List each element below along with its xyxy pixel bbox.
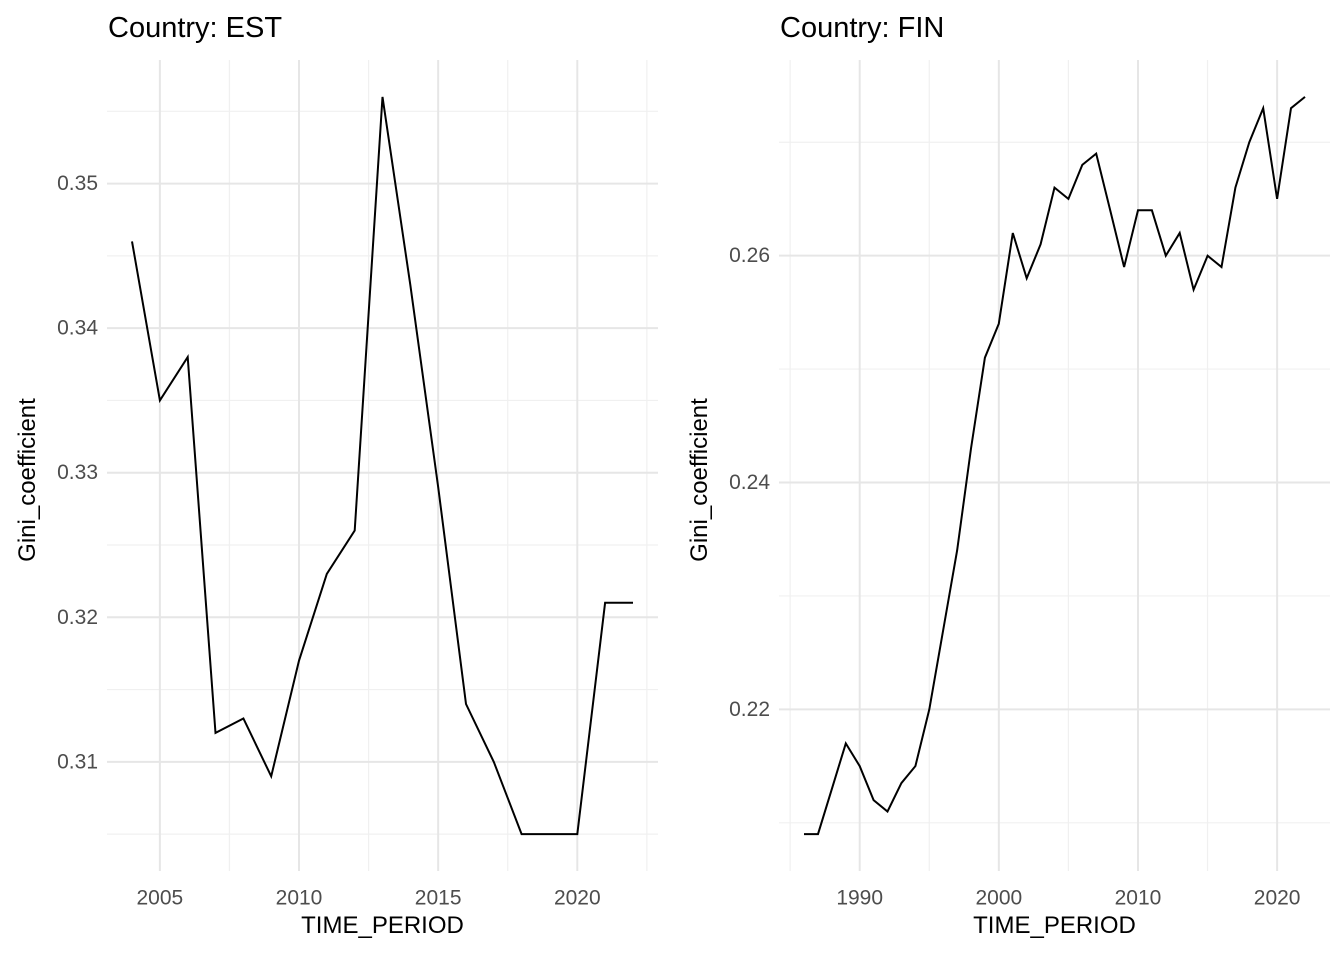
x-tick-label: 2020 xyxy=(1254,887,1301,910)
y-tick-label: 0.32 xyxy=(57,606,98,629)
plot-area-fin: 1990 2000 2010 2020 0.22 0.24 0.26 xyxy=(729,60,1330,910)
y-tick-label: 0.35 xyxy=(57,172,98,195)
x-axis-title-fin: TIME_PERIOD xyxy=(973,912,1136,939)
x-tick-label: 2020 xyxy=(554,887,601,910)
x-axis-title-est: TIME_PERIOD xyxy=(301,912,464,939)
y-tick-label: 0.31 xyxy=(57,750,98,773)
y-tick-label: 0.26 xyxy=(729,244,770,267)
chart-title-fin: Country: FIN xyxy=(780,12,945,44)
y-tick-label: 0.34 xyxy=(57,317,98,340)
x-tick-label: 2005 xyxy=(137,887,184,910)
y-tick-label: 0.22 xyxy=(729,698,770,721)
x-tick-label: 2000 xyxy=(975,887,1022,910)
chart-title-est: Country: EST xyxy=(108,12,283,44)
y-tick-label: 0.24 xyxy=(729,471,770,494)
x-tick-label: 1990 xyxy=(836,887,883,910)
data-line xyxy=(131,96,633,836)
chart-est: Gini_coefficient 2005 2010 2015 2020 0.31 0.3… xyxy=(14,12,658,939)
x-tick-label: 2010 xyxy=(276,887,323,910)
data-line xyxy=(804,96,1306,836)
chart-fin: Gini_coefficient 1990 2000 2010 2020 0.22 0.2… xyxy=(672,0,1344,960)
plot-area-est: 2005 2010 2015 2020 0.31 0.32 0.33 0.34 0.35 xyxy=(57,60,658,910)
x-tick-label: 2010 xyxy=(1115,887,1162,910)
x-tick-label: 2015 xyxy=(415,887,462,910)
y-tick-label: 0.33 xyxy=(57,461,98,484)
